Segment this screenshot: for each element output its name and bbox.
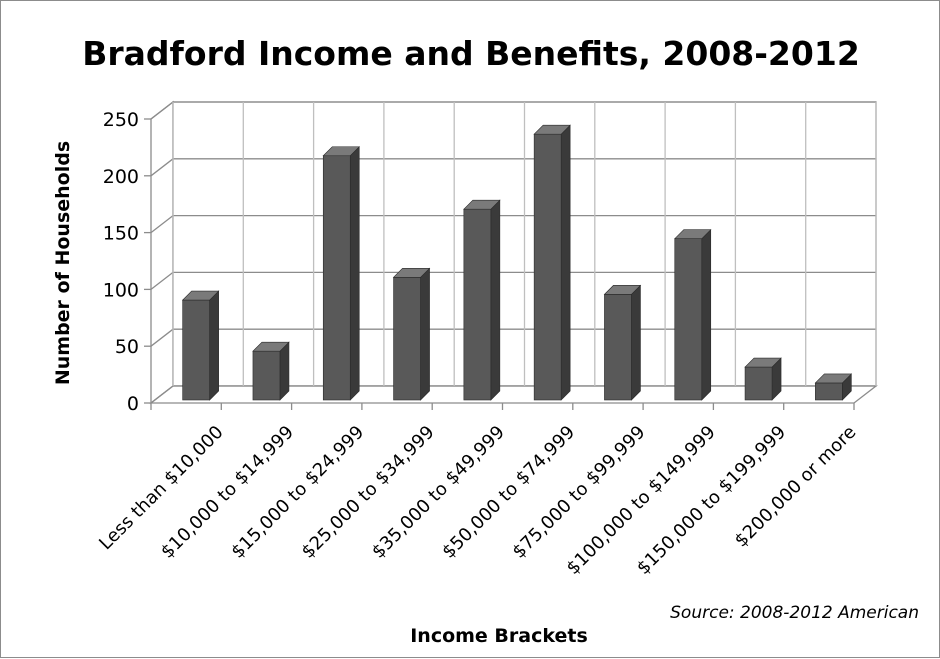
bar-top [463,199,501,210]
y-tick-labels: 0 50 100 150 200 250 [103,109,139,415]
source-note: Source: 2008-2012 American [670,603,919,623]
bar [603,284,642,401]
x-axis-label: Income Brackets [410,625,588,647]
bar-side [490,199,501,401]
y-tick-label: 250 [103,109,139,131]
category-label: Less than $10,000 [95,422,227,554]
bars [181,124,853,401]
bar-side [560,124,571,401]
y-tick-label: 50 [115,336,139,358]
bar-front [322,155,351,401]
y-tick-label: 0 [127,393,139,415]
bar [181,290,220,401]
bar-side [279,341,290,401]
category-labels: Less than $10,000$10,000 to $14,999$15,0… [95,422,860,579]
y-tick-label: 100 [103,279,139,301]
h-gridline-side [150,328,174,347]
bar-top [181,290,220,301]
h-gridline-side [150,271,174,290]
side-wall [150,100,174,405]
y-tick-label: 150 [103,223,139,245]
h-gridline-side [150,385,174,404]
category-label: $15,000 to $24,999 [227,422,368,563]
category-label: $200,000 or more [731,422,861,552]
bar-front [674,238,703,401]
gridlines [144,101,877,410]
h-gridline-side [150,215,174,234]
y-axis-label: Number of Households [52,141,74,385]
bar-top [533,124,571,135]
bar [322,146,360,401]
chart-title: Bradford Income and Benefits, 2008-2012 [82,34,860,73]
category-label: $35,000 to $49,999 [368,422,509,563]
bar [463,199,501,401]
bar-side [420,267,430,401]
bar-front [604,294,632,401]
bar-top [674,229,712,239]
bar-front [393,277,421,401]
category-label: $25,000 to $34,999 [298,422,439,563]
y-tick-label: 200 [103,166,139,188]
bar [392,267,431,401]
category-label: $10,000 to $14,999 [157,422,298,563]
bar-top [744,357,782,368]
bar-front [744,366,773,401]
bar-front [252,350,281,401]
h-gridline-side [150,101,174,120]
category-label: $75,000 to $99,999 [508,422,649,563]
bar [744,357,782,401]
bar-front [182,299,210,401]
bar-top [252,341,290,352]
bar-side [349,146,360,401]
bar-front [815,382,843,401]
bar-side [701,228,712,401]
bar-front [463,208,492,401]
bar [814,373,853,401]
category-label: $50,000 to $74,999 [438,422,579,563]
bar-top [392,268,431,278]
bar-side [631,284,641,401]
bar-top [603,285,642,295]
h-gridline-side [150,158,174,177]
bar-top [322,146,360,157]
bar-side [209,290,219,401]
bar-top [814,373,853,384]
bar [674,228,712,401]
bar [252,341,290,401]
bar [533,124,571,401]
bar-front [533,133,562,401]
